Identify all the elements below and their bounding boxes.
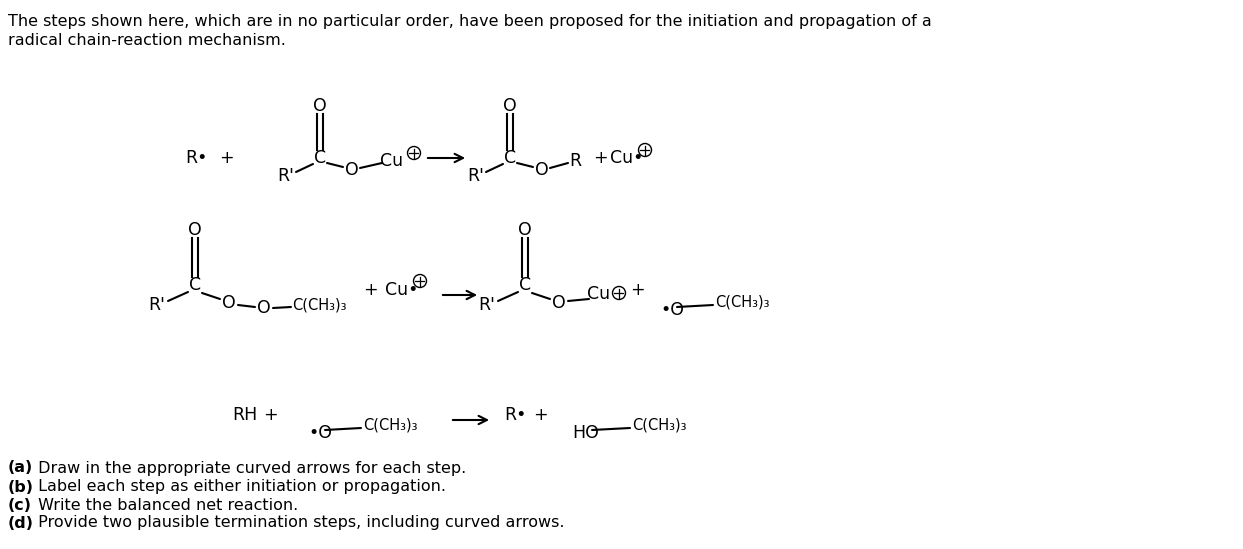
Text: C(CH₃)₃: C(CH₃)₃ bbox=[363, 417, 418, 433]
Text: O: O bbox=[518, 221, 532, 239]
Text: (d): (d) bbox=[7, 516, 34, 530]
Text: Draw in the appropriate curved arrows for each step.: Draw in the appropriate curved arrows fo… bbox=[34, 461, 466, 475]
Text: Cu•: Cu• bbox=[385, 281, 419, 299]
Text: O: O bbox=[222, 294, 236, 312]
Text: C: C bbox=[503, 149, 516, 167]
Text: C(CH₃)₃: C(CH₃)₃ bbox=[631, 417, 686, 433]
Text: HO: HO bbox=[572, 424, 599, 442]
Text: O: O bbox=[536, 161, 549, 179]
Text: C: C bbox=[518, 276, 531, 294]
Text: +: + bbox=[533, 406, 547, 424]
Text: Cu•: Cu• bbox=[610, 149, 644, 167]
Text: +: + bbox=[363, 281, 378, 299]
Text: O: O bbox=[346, 161, 359, 179]
Text: C(CH₃)₃: C(CH₃)₃ bbox=[292, 298, 347, 312]
Text: R•: R• bbox=[185, 149, 208, 167]
Text: R': R' bbox=[467, 167, 485, 185]
Text: O: O bbox=[313, 97, 327, 115]
Text: C: C bbox=[314, 149, 326, 167]
Text: R': R' bbox=[479, 296, 496, 314]
Text: RH: RH bbox=[232, 406, 257, 424]
Text: radical chain-reaction mechanism.: radical chain-reaction mechanism. bbox=[7, 33, 286, 48]
Text: •O: •O bbox=[308, 424, 332, 442]
Text: (b): (b) bbox=[7, 479, 34, 495]
Text: O: O bbox=[257, 299, 271, 317]
Text: R: R bbox=[569, 152, 580, 170]
Text: +: + bbox=[262, 406, 277, 424]
Text: C: C bbox=[189, 276, 201, 294]
Text: The steps shown here, which are in no particular order, have been proposed for t: The steps shown here, which are in no pa… bbox=[7, 14, 932, 29]
Text: +: + bbox=[630, 281, 644, 299]
Text: C(CH₃)₃: C(CH₃)₃ bbox=[715, 294, 769, 310]
Text: R•: R• bbox=[503, 406, 526, 424]
Text: Cu: Cu bbox=[380, 152, 404, 170]
Text: (a): (a) bbox=[7, 461, 34, 475]
Text: (c): (c) bbox=[7, 497, 32, 513]
Text: Label each step as either initiation or propagation.: Label each step as either initiation or … bbox=[34, 479, 446, 495]
Text: •O: •O bbox=[660, 301, 684, 319]
Text: R': R' bbox=[277, 167, 295, 185]
Text: Write the balanced net reaction.: Write the balanced net reaction. bbox=[34, 497, 298, 513]
Text: R': R' bbox=[149, 296, 165, 314]
Text: +: + bbox=[219, 149, 234, 167]
Text: O: O bbox=[188, 221, 201, 239]
Text: Cu: Cu bbox=[588, 285, 610, 303]
Text: O: O bbox=[552, 294, 566, 312]
Text: Provide two plausible termination steps, including curved arrows.: Provide two plausible termination steps,… bbox=[34, 516, 564, 530]
Text: O: O bbox=[503, 97, 517, 115]
Text: +: + bbox=[593, 149, 608, 167]
